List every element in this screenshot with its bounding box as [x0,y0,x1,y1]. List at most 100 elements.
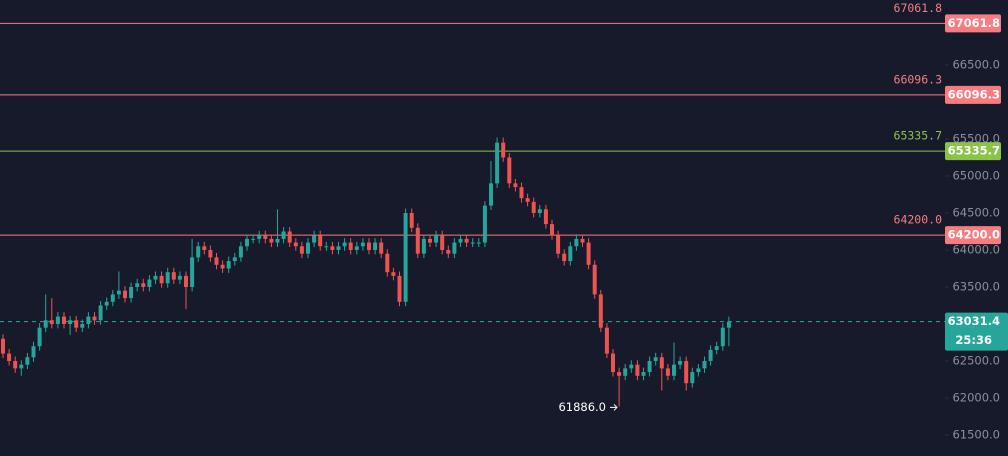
y-tick-label: 62500.0 [952,353,1000,367]
countdown: 25:36 [955,333,992,347]
candle-body [1,338,5,354]
candle-body [678,360,683,365]
candle-body [489,183,493,206]
candle-body [257,235,262,239]
candle-body [135,283,140,287]
y-tick-label: 61500.0 [952,427,1000,441]
price-badge [945,85,1001,104]
current-price-badge [945,312,1008,351]
candle-body [513,183,518,188]
candle-body [275,238,280,243]
candle-body [251,238,256,240]
candle-body [153,275,158,280]
candle-body [726,321,731,328]
candle-body [476,242,481,244]
candle-body [62,316,66,324]
price-line-label: 64200.0 [894,213,943,227]
candle-body [373,242,378,250]
candle-body [495,142,500,184]
candle-body [592,264,597,295]
candle-body [92,316,97,321]
candle-body [245,238,249,247]
candle-body [190,257,195,287]
low-marker-arrow [610,404,618,411]
candle-body [202,246,207,250]
y-tick-label: 62000.0 [952,390,1000,404]
candle-body [19,364,24,369]
candle-body [208,249,213,258]
price-badge-label: 66096.3 [948,87,1000,101]
candle-body [324,246,329,248]
candle-body [562,253,567,262]
candle-body [672,364,676,376]
candle-body [7,353,12,361]
candle-body [80,323,85,328]
candle-body [171,272,176,280]
candle-body [690,372,695,384]
candle-body [391,272,396,276]
candle-body [336,246,341,250]
price-badge-label: 65335.7 [948,144,1000,158]
candle-body [440,235,445,250]
candle-body [360,242,365,247]
candle-body [720,327,725,347]
candle-body [507,157,512,184]
candle-body [659,357,664,369]
candle-body [98,305,103,321]
candle-body [702,360,707,369]
candle-body [611,353,615,373]
candle-body [550,224,554,236]
price-badge [945,14,1001,33]
price-badge-label: 67061.8 [948,16,1000,30]
candle-body [665,368,670,376]
candle-body [482,205,487,243]
candle-body [232,257,237,262]
candle-body [623,368,628,376]
current-price-label: 63031.4 [948,314,1000,328]
candle-body [123,290,127,299]
candle-body [421,238,426,254]
candle-body [141,283,146,287]
candle-body [464,238,469,243]
candle-body [104,301,109,306]
candle-body [604,327,609,354]
candle-body [226,261,231,269]
plot-area [0,22,945,407]
candle-body [165,272,170,284]
candle-body [177,275,182,280]
candle-body [641,372,646,376]
candle-body [263,235,268,239]
y-tick-label: 64000.0 [952,242,1000,256]
price-badge-label: 64200.0 [948,228,1000,242]
candle-body [574,238,579,247]
candle-body [293,242,298,247]
candle-body [531,201,536,213]
candle-body [287,231,292,243]
candle-body [556,235,561,254]
candle-body [43,320,48,328]
candle-body [306,242,310,254]
candle-body [281,231,286,239]
y-tick-label: 64500.0 [952,205,1000,219]
candle-body [116,290,121,295]
y-tick-label: 66500.0 [952,57,1000,71]
candle-body [220,264,225,269]
candle-body [708,349,713,361]
candle-body [409,212,414,228]
candle-body [519,187,524,199]
candle-body [470,242,475,244]
candle-body [31,346,36,358]
candle-body [525,198,530,202]
candle-body [397,275,402,302]
candle-body [159,275,164,284]
candle-body [446,249,451,254]
candle-body [367,242,371,250]
candle-body [299,246,304,254]
candle-body [379,242,384,254]
overlays: 67061.8 67061.8 66096.3 66096.3 65335.7 65335… [558,1,1008,414]
candle-body [568,246,573,262]
candle-body [49,320,54,324]
candle-body [214,257,219,265]
